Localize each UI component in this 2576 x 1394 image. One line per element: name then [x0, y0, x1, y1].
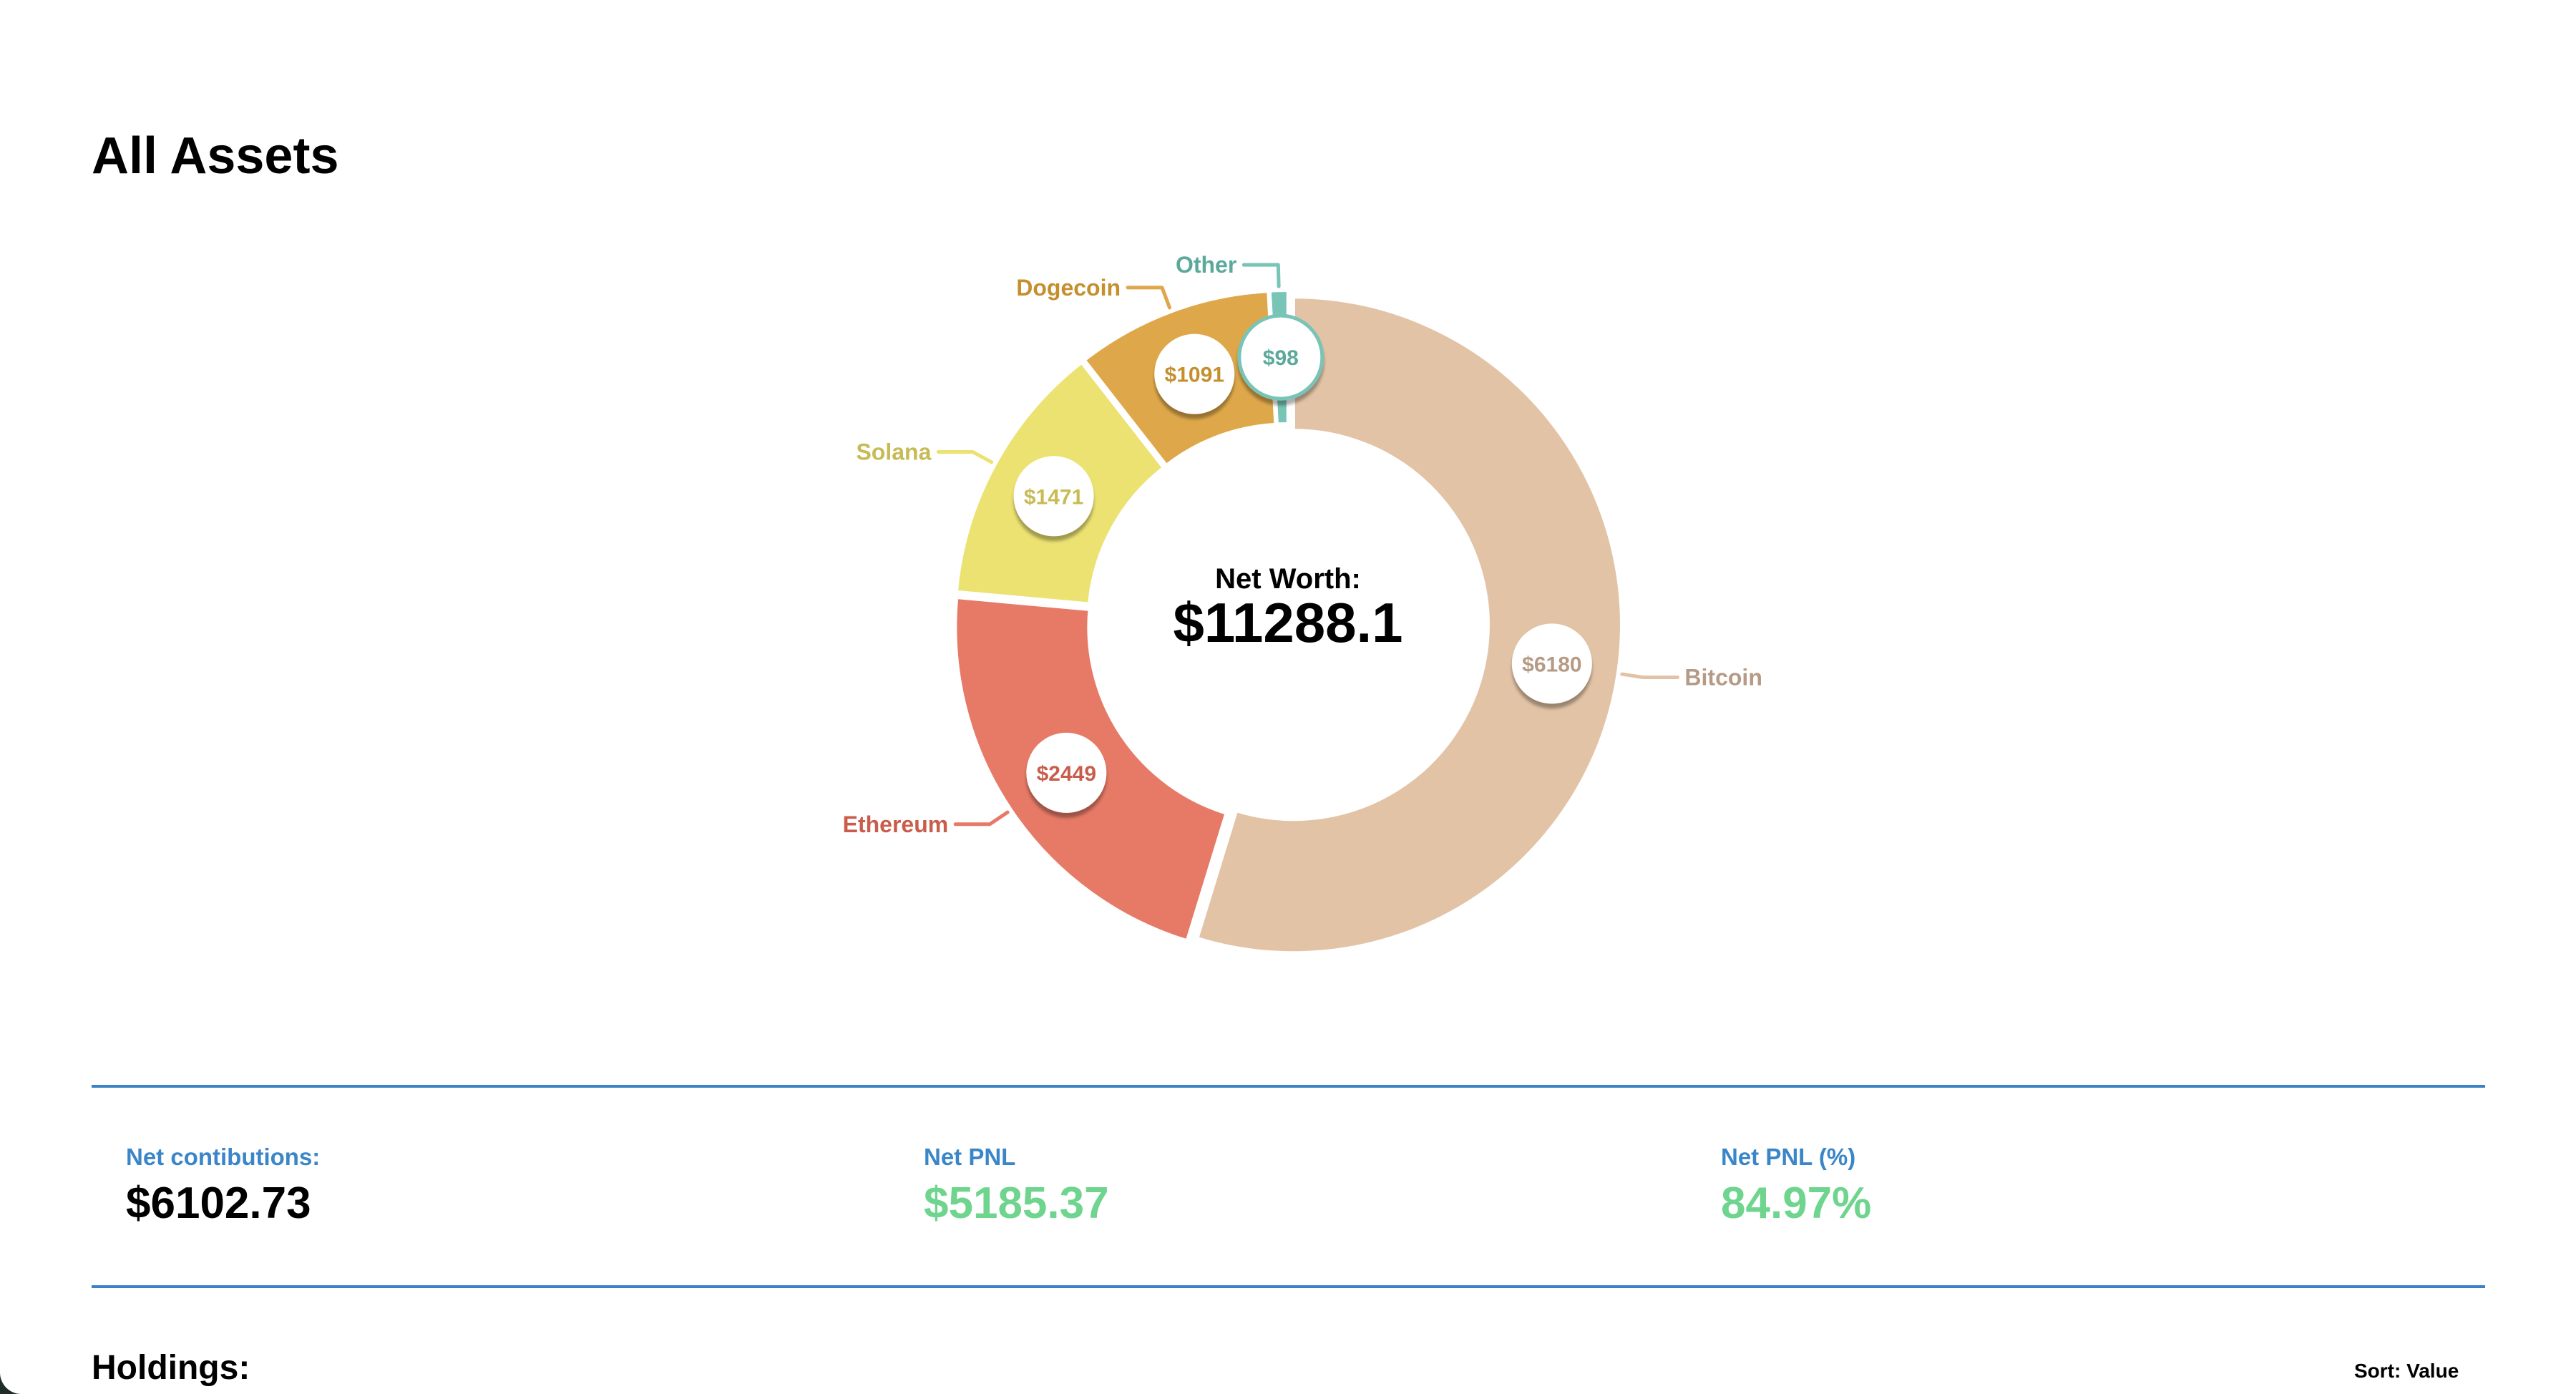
divider-top — [92, 1085, 2485, 1088]
value-label-dogecoin: $1091 — [1165, 364, 1224, 387]
page-title: All Assets — [92, 127, 339, 185]
stat-label: Net contibutions: — [126, 1144, 321, 1170]
stat-net-pnl: Net PNL $5185.37 — [924, 1145, 1109, 1226]
slice-name-other: Other — [1176, 252, 1236, 278]
slice-name-dogecoin: Dogecoin — [1016, 275, 1121, 301]
stat-value: $5185.37 — [924, 1179, 1109, 1228]
leader-line-ethereum — [953, 810, 1010, 827]
value-label-other: $98 — [1263, 346, 1299, 370]
stat-net-pnl-percent: Net PNL (%) 84.97% — [1721, 1145, 1871, 1226]
stat-label: Net PNL — [924, 1144, 1016, 1170]
value-bubble-solana — [1013, 456, 1094, 537]
value-bubble-ethereum — [1026, 732, 1107, 813]
value-label-solana: $1471 — [1024, 485, 1083, 509]
value-bubble-dogecoin — [1154, 333, 1235, 414]
leader-line-other — [1241, 263, 1281, 288]
value-bubble-other — [1237, 313, 1324, 401]
leader-line-bitcoin — [1620, 672, 1679, 680]
value-bubble-bitcoin — [1511, 623, 1592, 704]
stat-value: 84.97% — [1721, 1179, 1872, 1228]
center-value: $11288.1 — [1173, 591, 1402, 654]
divider-bottom — [92, 1285, 2485, 1288]
value-label-bitcoin: $6180 — [1522, 653, 1581, 676]
slice-name-solana: Solana — [856, 439, 931, 464]
value-label-ethereum: $2449 — [1037, 762, 1096, 786]
sort-dropdown[interactable]: Sort: Value — [2354, 1360, 2459, 1382]
slice-name-bitcoin: Bitcoin — [1684, 665, 1762, 691]
center-label: Net Worth: — [1215, 563, 1361, 595]
slice-name-ethereum: Ethereum — [843, 811, 949, 837]
stat-net-contributions: Net contibutions: $6102.73 — [126, 1145, 320, 1226]
stat-label: Net PNL (%) — [1721, 1144, 1856, 1170]
leader-line-dogecoin — [1126, 286, 1172, 310]
holdings-title: Holdings: — [92, 1349, 250, 1387]
stat-value: $6102.73 — [126, 1179, 311, 1228]
slice-bitcoin[interactable] — [1195, 296, 1623, 955]
leader-line-solana — [936, 449, 994, 464]
